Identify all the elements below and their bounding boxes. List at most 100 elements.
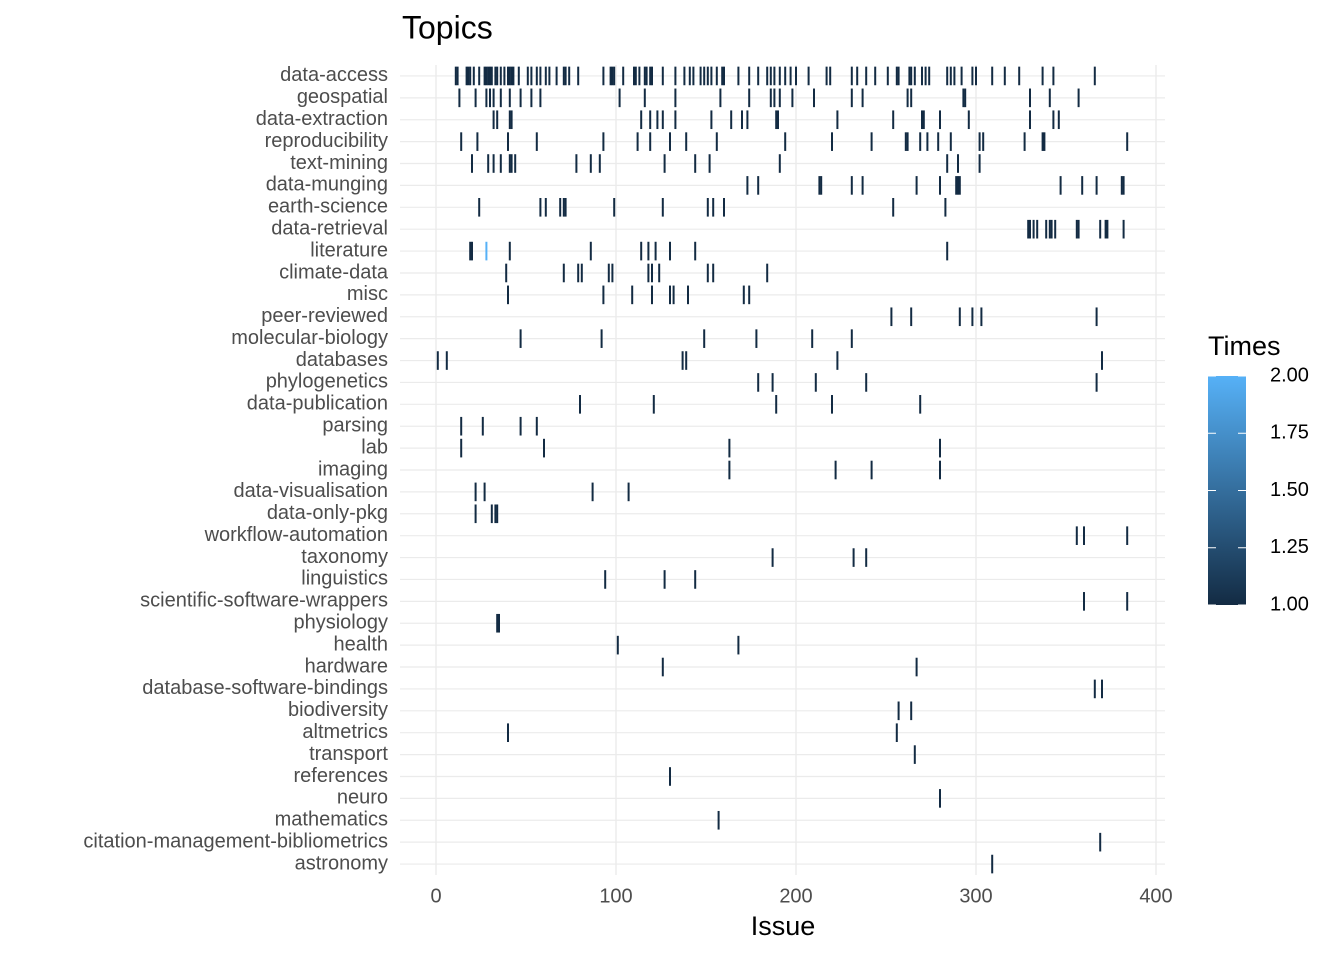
tile: [706, 263, 709, 283]
tile: [499, 154, 502, 173]
x-tick-label: 100: [599, 885, 632, 907]
tile: [469, 241, 472, 261]
tile: [939, 460, 941, 480]
tile: [640, 110, 643, 130]
y-tick-label: database-software-bindings: [142, 677, 388, 699]
tile: [471, 241, 473, 261]
tile: [1075, 526, 1078, 545]
tile: [721, 66, 724, 86]
tile: [564, 66, 567, 86]
tile: [562, 197, 565, 217]
tile: [706, 66, 709, 86]
tile: [921, 66, 923, 86]
y-tick-label: climate-data: [279, 261, 389, 283]
tile: [892, 110, 895, 130]
tile: [1075, 219, 1078, 239]
tile: [661, 197, 664, 217]
tile: [939, 789, 941, 808]
tile: [564, 197, 567, 217]
tile: [672, 285, 675, 305]
tile: [784, 66, 787, 86]
tile: [643, 66, 646, 86]
tile: [499, 66, 502, 86]
tile: [1093, 679, 1096, 699]
tile: [957, 154, 959, 173]
tile: [539, 66, 542, 86]
tile: [649, 110, 652, 130]
tile: [1083, 592, 1085, 611]
tile: [910, 66, 913, 86]
tile: [836, 110, 839, 130]
tile: [958, 307, 961, 327]
y-tick-label: astronomy: [295, 852, 388, 874]
tile: [769, 88, 772, 108]
legend-tick-label: 1.50: [1270, 479, 1309, 501]
tile: [712, 263, 715, 283]
y-tick-label: reproducibility: [265, 130, 388, 152]
tile: [1036, 219, 1039, 239]
tile: [638, 66, 641, 86]
tile: [980, 307, 983, 327]
tile: [928, 66, 931, 86]
tile: [967, 110, 970, 130]
tile: [548, 66, 551, 86]
tile: [946, 241, 949, 261]
y-tick-label: mathematics: [275, 809, 388, 831]
tile: [910, 701, 913, 721]
tile: [703, 329, 706, 348]
y-tick-label: hardware: [305, 655, 388, 677]
tile: [1003, 66, 1006, 86]
tile: [508, 241, 511, 261]
tile: [960, 66, 963, 86]
tile: [831, 132, 833, 151]
tile: [489, 88, 491, 108]
tile: [906, 88, 909, 108]
tile: [769, 66, 772, 86]
y-tick-label: taxonomy: [301, 546, 388, 568]
tile: [688, 66, 691, 86]
tile: [674, 110, 677, 130]
tile: [1029, 219, 1031, 239]
tile: [458, 88, 461, 108]
tile: [778, 88, 781, 108]
y-tick-label: lab: [361, 436, 388, 458]
tile: [1081, 176, 1084, 195]
y-tick-label: scientific-software-wrappers: [140, 590, 388, 612]
tile: [651, 66, 653, 86]
tile: [489, 66, 491, 86]
tile: [825, 66, 828, 86]
legend-tick-label: 1.00: [1270, 593, 1309, 615]
tile: [1122, 176, 1125, 195]
tile: [789, 66, 792, 86]
tile: [791, 88, 794, 108]
y-tick-label: linguistics: [301, 568, 388, 590]
tile: [1048, 88, 1051, 108]
tile: [618, 88, 621, 108]
tile: [661, 110, 664, 130]
tile: [640, 241, 643, 261]
tile: [485, 88, 488, 108]
tile: [496, 613, 499, 633]
tile: [654, 241, 657, 261]
tile: [850, 176, 853, 195]
tile: [591, 482, 594, 502]
tile: [507, 285, 509, 305]
tile: [913, 745, 916, 764]
tile: [530, 88, 533, 108]
tile: [890, 307, 893, 327]
y-tick-label: text-mining: [290, 152, 388, 174]
tile: [483, 66, 486, 86]
tile: [492, 110, 495, 130]
tile: [913, 66, 916, 86]
tile: [1045, 219, 1048, 239]
tile: [559, 197, 562, 217]
tile: [1041, 132, 1044, 151]
y-tick-label: parsing: [322, 414, 388, 436]
tile: [850, 66, 853, 86]
tile: [1029, 88, 1031, 108]
y-tick-label: health: [334, 633, 389, 655]
tile: [1057, 110, 1060, 130]
tile: [607, 263, 610, 283]
tile: [487, 66, 490, 86]
tile: [1077, 219, 1080, 239]
